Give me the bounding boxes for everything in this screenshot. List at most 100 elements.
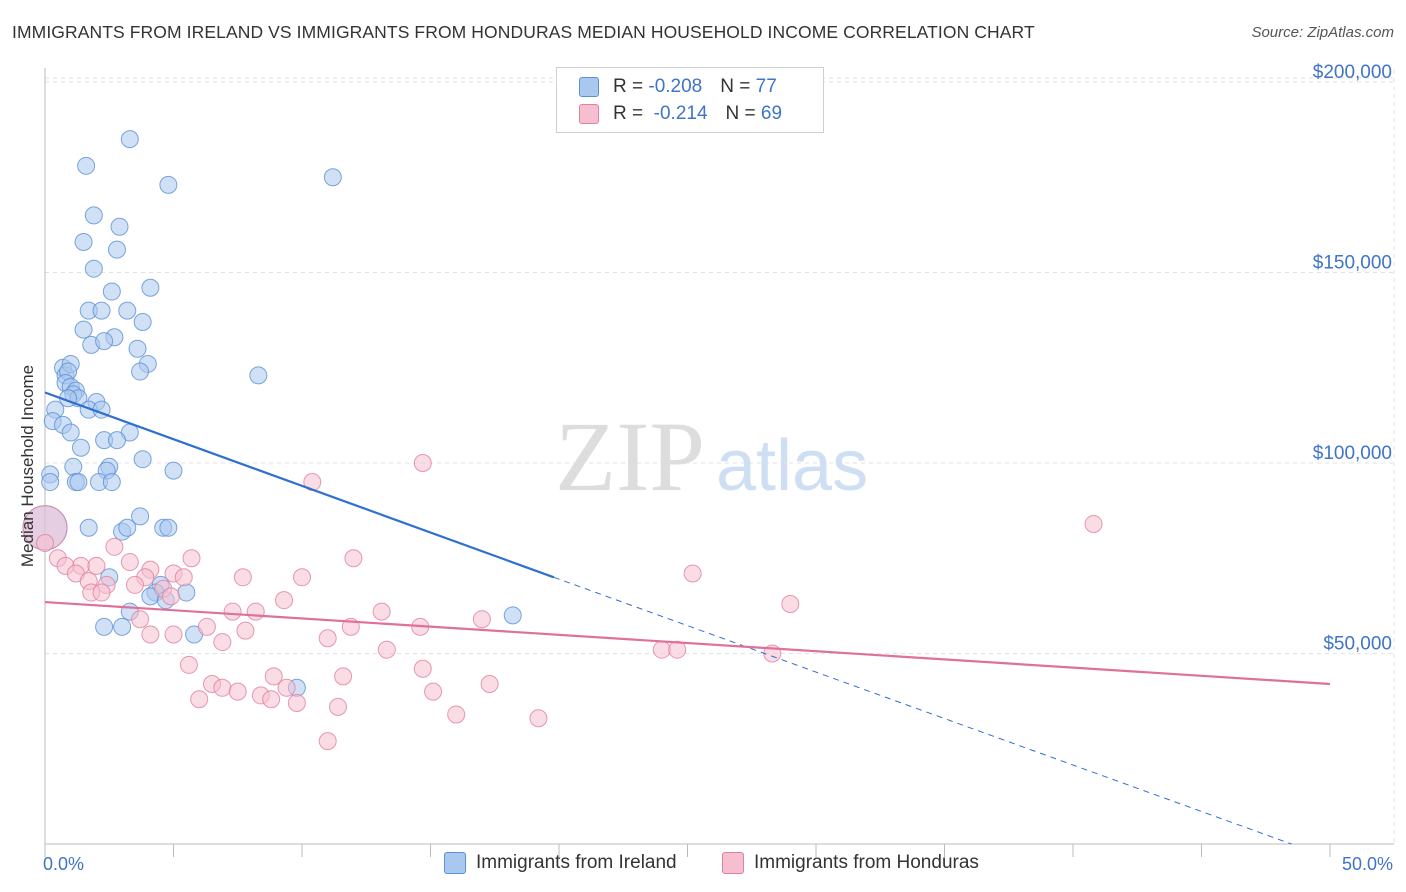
trend-line-extension: [553, 576, 1292, 845]
data-point: [781, 594, 800, 613]
data-point: [113, 617, 132, 636]
trend-lines: [44, 391, 1331, 845]
data-point: [102, 282, 121, 301]
y-tick-label: $150,000: [1313, 253, 1392, 274]
data-point: [131, 610, 150, 629]
data-point: [159, 518, 178, 537]
data-point: [77, 156, 96, 175]
legend-swatch-ireland: [444, 852, 466, 874]
data-points: [22, 130, 1103, 751]
data-point: [328, 697, 347, 716]
data-point: [69, 473, 88, 492]
data-point: [141, 278, 160, 297]
data-point: [472, 610, 491, 629]
data-point: [102, 473, 121, 492]
data-point: [118, 301, 137, 320]
watermark: ZIP atlas: [555, 401, 868, 512]
data-point: [95, 332, 114, 351]
watermark-zip: ZIP: [555, 401, 705, 512]
data-point: [683, 564, 702, 583]
data-point: [74, 233, 93, 252]
data-point: [131, 362, 150, 381]
data-point: [120, 553, 139, 572]
legend-label-honduras: Immigrants from Honduras: [754, 852, 979, 873]
axes: [44, 68, 1394, 857]
data-point: [92, 583, 111, 602]
data-point: [1084, 514, 1103, 533]
data-point: [110, 217, 129, 236]
legend-swatch-honduras: [722, 852, 744, 874]
y-tick-label: $100,000: [1313, 443, 1392, 464]
data-point: [334, 667, 353, 686]
data-point: [177, 583, 196, 602]
data-point: [64, 457, 83, 476]
series-legend: Immigrants from Ireland Immigrants from …: [0, 852, 1406, 878]
y-axis-label: Median Household Income: [18, 365, 37, 567]
data-point: [480, 674, 499, 693]
data-point: [159, 175, 178, 194]
data-point: [213, 678, 232, 697]
data-point: [182, 549, 201, 568]
data-point: [262, 690, 281, 709]
data-point: [133, 313, 152, 332]
legend-r-value: -0.208: [648, 76, 703, 97]
data-point: [161, 587, 180, 606]
legend-n-label: N =: [720, 76, 756, 97]
data-point: [84, 206, 103, 225]
legend-item-ireland[interactable]: Immigrants from Ireland: [444, 852, 677, 874]
legend-r-label: R =: [613, 103, 649, 124]
data-point: [413, 659, 432, 678]
data-point: [264, 667, 283, 686]
data-point: [213, 633, 232, 652]
data-point: [131, 507, 150, 526]
data-point: [249, 366, 268, 385]
data-point: [105, 537, 124, 556]
legend-r-label: R =: [613, 76, 649, 97]
data-point: [287, 694, 306, 713]
data-point: [164, 625, 183, 644]
data-point: [164, 461, 183, 480]
data-point: [36, 534, 54, 553]
legend-n-value: 69: [760, 103, 783, 124]
series-ireland-points: [22, 130, 522, 697]
data-point: [128, 339, 147, 358]
data-point: [79, 518, 98, 537]
data-point: [141, 625, 160, 644]
legend-n-value: 77: [755, 76, 777, 97]
data-point: [74, 320, 93, 339]
source-label: Source: ZipAtlas.com: [1251, 24, 1394, 41]
stats-legend: R = -0.208 N = 77 R = -0.214 N = 69: [556, 67, 824, 133]
data-point: [95, 617, 114, 636]
data-point: [61, 423, 80, 442]
data-point: [107, 431, 126, 450]
data-point: [236, 621, 255, 640]
data-point: [87, 556, 106, 575]
data-point: [92, 301, 111, 320]
data-point: [41, 473, 60, 492]
chart-title: IMMIGRANTS FROM IRELAND VS IMMIGRANTS FR…: [12, 22, 1035, 42]
data-point: [118, 518, 137, 537]
tick-labels: $50,000 $100,000 $150,000 $200,000 0.0% 50.0%: [43, 62, 1393, 874]
legend-row-ireland: R = -0.208 N = 77: [579, 74, 777, 100]
data-point: [424, 682, 443, 701]
data-point: [377, 640, 396, 659]
data-point: [447, 705, 466, 724]
legend-r-value: -0.214: [648, 103, 708, 124]
legend-row-honduras: R = -0.214 N = 69: [579, 101, 782, 127]
data-point: [84, 259, 103, 278]
data-point: [503, 606, 522, 625]
data-point: [120, 130, 139, 149]
trend-line-honduras: [44, 600, 1331, 686]
legend-swatch-honduras: [579, 104, 599, 124]
legend-label-ireland: Immigrants from Ireland: [476, 852, 677, 873]
data-point: [318, 629, 337, 648]
data-point: [133, 450, 152, 469]
data-point: [179, 655, 198, 674]
data-point: [246, 602, 265, 621]
data-point: [223, 602, 242, 621]
data-point: [372, 602, 391, 621]
data-point: [318, 732, 337, 751]
data-point: [174, 568, 193, 587]
legend-item-honduras[interactable]: Immigrants from Honduras: [722, 852, 979, 874]
data-point: [107, 240, 126, 259]
